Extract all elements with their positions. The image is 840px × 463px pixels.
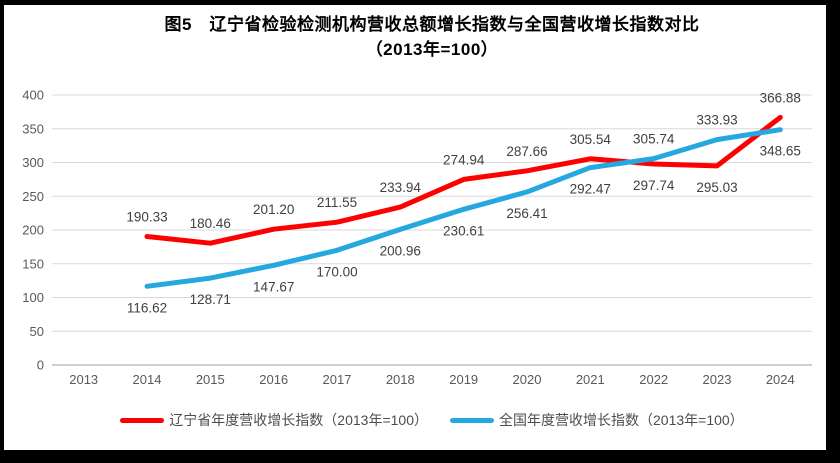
x-tick-label: 2014 — [133, 372, 162, 387]
data-label: 287.66 — [506, 144, 547, 159]
x-tick-label: 2017 — [323, 372, 352, 387]
legend-item-national: 全国年度营收增长指数（2013年=100） — [450, 410, 744, 430]
data-label: 201.20 — [253, 202, 294, 217]
data-label: 297.74 — [633, 178, 675, 193]
data-label: 305.74 — [633, 132, 675, 147]
x-tick-label: 2022 — [639, 372, 668, 387]
data-label: 147.67 — [253, 279, 294, 294]
chart-canvas — [4, 5, 826, 450]
x-tick-label: 2020 — [513, 372, 542, 387]
data-label: 116.62 — [127, 300, 167, 315]
data-label: 333.93 — [696, 113, 737, 128]
y-tick-label: 400 — [22, 88, 44, 103]
y-tick-label: 250 — [22, 189, 44, 204]
x-tick-label: 2019 — [449, 372, 478, 387]
national-series-swatch — [450, 417, 494, 423]
data-label: 348.65 — [760, 144, 801, 159]
data-label: 305.54 — [570, 132, 612, 147]
x-tick-label: 2013 — [69, 372, 98, 387]
data-label: 233.94 — [380, 180, 422, 195]
y-tick-label: 100 — [22, 290, 44, 305]
data-label: 190.33 — [126, 210, 167, 225]
data-label: 211.55 — [317, 195, 357, 210]
legend: 辽宁省年度营收增长指数（2013年=100） 全国年度营收增长指数（2013年=… — [52, 407, 812, 433]
y-tick-label: 350 — [22, 121, 44, 136]
liaoning-series-swatch — [120, 417, 165, 423]
series-line-national — [144, 127, 783, 289]
series-line-liaoning — [144, 114, 783, 246]
x-tick-label: 2018 — [386, 372, 415, 387]
y-tick-label: 200 — [22, 223, 44, 238]
chart-title-line2: （2013年=100） — [365, 40, 499, 59]
y-tick-label: 50 — [30, 324, 44, 339]
data-label: 170.00 — [316, 264, 357, 279]
data-label: 180.46 — [190, 216, 231, 231]
data-label: 230.61 — [443, 223, 484, 238]
x-tick-label: 2015 — [196, 372, 225, 387]
data-label: 128.71 — [190, 292, 231, 307]
legend-label-liaoning: 辽宁省年度营收增长指数（2013年=100） — [169, 412, 428, 428]
data-label: 292.47 — [570, 182, 611, 197]
x-tick-label: 2023 — [703, 372, 732, 387]
data-label: 200.96 — [380, 243, 421, 258]
y-tick-label: 0 — [37, 358, 44, 373]
legend-label-national: 全国年度营收增长指数（2013年=100） — [499, 412, 744, 428]
data-label: 274.94 — [443, 152, 485, 167]
y-tick-label: 300 — [22, 155, 44, 170]
data-label: 256.41 — [506, 206, 547, 221]
chart-title-line1: 图5 辽宁省检验检测机构营收总额增长指数与全国营收增长指数对比 — [164, 15, 700, 34]
x-tick-label: 2016 — [259, 372, 288, 387]
legend-item-liaoning: 辽宁省年度营收增长指数（2013年=100） — [120, 410, 428, 430]
chart-title: 图5 辽宁省检验检测机构营收总额增长指数与全国营收增长指数对比 （2013年=1… — [52, 12, 812, 62]
data-label: 295.03 — [696, 180, 737, 195]
x-tick-label: 2021 — [576, 372, 605, 387]
x-tick-label: 2024 — [766, 372, 795, 387]
data-label: 366.88 — [760, 90, 801, 105]
y-tick-label: 150 — [22, 256, 44, 271]
